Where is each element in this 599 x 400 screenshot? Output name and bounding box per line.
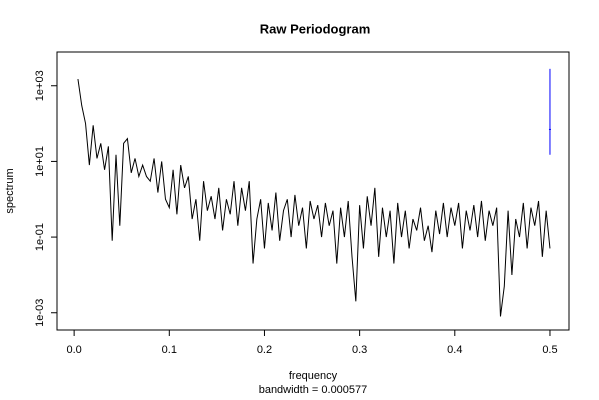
chart-title: Raw Periodogram (260, 21, 371, 36)
y-tick-label: 1e+03 (34, 70, 46, 101)
x-axis-label: frequency (289, 370, 338, 382)
y-tick-label: 1e-01 (34, 223, 46, 251)
y-axis-label: spectrum (4, 168, 16, 213)
x-tick-label: 0.0 (66, 344, 81, 356)
y-tick-label: 1e+01 (34, 146, 46, 177)
x-tick-label: 0.5 (542, 344, 557, 356)
x-tick-label: 0.3 (352, 344, 367, 356)
x-tick-label: 0.4 (447, 344, 462, 356)
x-tick-label: 0.1 (162, 344, 177, 356)
plot-frame (56, 51, 570, 331)
subtitle: bandwidth = 0.000577 (259, 384, 368, 396)
x-tick-label: 0.2 (257, 344, 272, 356)
y-tick-label: 1e-03 (34, 299, 46, 327)
spectrum-line (77, 79, 551, 317)
